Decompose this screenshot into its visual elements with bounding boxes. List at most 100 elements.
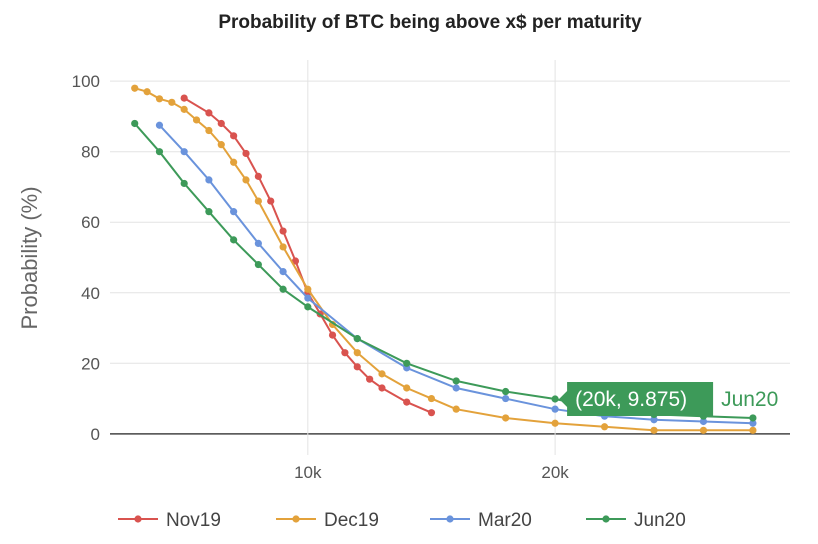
- data-point[interactable]: [502, 394, 510, 403]
- data-point[interactable]: [143, 88, 151, 96]
- data-point[interactable]: [403, 359, 411, 367]
- plot-area[interactable]: [131, 84, 757, 434]
- data-point[interactable]: [551, 395, 559, 403]
- data-point[interactable]: [403, 398, 411, 406]
- data-point[interactable]: [291, 257, 300, 265]
- data-point[interactable]: [131, 119, 139, 128]
- data-point[interactable]: [304, 303, 312, 311]
- chart-title: Probability of BTC being above x$ per ma…: [218, 12, 642, 33]
- data-point[interactable]: [254, 197, 262, 205]
- data-point[interactable]: [650, 416, 658, 424]
- data-point[interactable]: [403, 384, 411, 392]
- data-point[interactable]: [353, 363, 361, 371]
- data-point[interactable]: [749, 414, 757, 422]
- data-point[interactable]: [304, 294, 312, 302]
- data-point[interactable]: [353, 349, 361, 357]
- data-point[interactable]: [279, 243, 287, 251]
- data-point[interactable]: [155, 95, 164, 103]
- data-point[interactable]: [353, 335, 361, 343]
- series-line: [133, 122, 753, 419]
- data-point[interactable]: [155, 121, 164, 129]
- data-point[interactable]: [230, 236, 238, 244]
- data-point[interactable]: [452, 405, 460, 413]
- data-point[interactable]: [279, 227, 287, 235]
- series-dec19[interactable]: [131, 84, 757, 434]
- data-point[interactable]: [551, 419, 559, 427]
- series-jun20[interactable]: [131, 119, 757, 422]
- grid: [110, 60, 790, 455]
- legend-item-nov19[interactable]: Nov19: [118, 510, 221, 531]
- legend-label: Dec19: [324, 510, 379, 531]
- data-point[interactable]: [699, 417, 708, 426]
- data-point[interactable]: [230, 208, 238, 216]
- data-point[interactable]: [600, 423, 609, 431]
- data-point[interactable]: [242, 149, 250, 158]
- y-tick-label: 80: [81, 143, 100, 162]
- data-point[interactable]: [205, 208, 213, 216]
- data-point[interactable]: [180, 148, 188, 156]
- legend-label: Nov19: [166, 510, 221, 531]
- data-point[interactable]: [254, 239, 262, 247]
- data-point[interactable]: [502, 387, 510, 396]
- data-point[interactable]: [328, 331, 337, 339]
- data-point[interactable]: [131, 84, 139, 92]
- data-point[interactable]: [192, 116, 201, 124]
- tooltip-box: [559, 382, 714, 417]
- x-tick-label: 10k: [294, 463, 322, 482]
- data-point[interactable]: [452, 377, 460, 385]
- data-point[interactable]: [168, 98, 176, 106]
- data-point[interactable]: [205, 126, 213, 135]
- data-point[interactable]: [650, 426, 658, 434]
- data-point[interactable]: [230, 132, 238, 140]
- data-point[interactable]: [205, 176, 213, 184]
- series-line: [158, 124, 753, 425]
- y-axis-label: Probability (%): [17, 186, 42, 329]
- data-point[interactable]: [341, 349, 349, 357]
- tooltip-series-name: Jun20: [721, 388, 778, 411]
- data-point[interactable]: [279, 268, 287, 276]
- data-point[interactable]: [254, 260, 262, 269]
- series-line: [134, 87, 753, 432]
- legend-label: Mar20: [478, 510, 532, 531]
- legend-label: Jun20: [634, 510, 686, 531]
- legend-marker: [134, 515, 142, 523]
- data-point[interactable]: [427, 409, 436, 417]
- data-point[interactable]: [254, 172, 262, 180]
- legend-marker: [292, 515, 300, 523]
- y-ticks: 0 20 40 60 80 100: [72, 72, 100, 444]
- y-tick-label: 0: [91, 425, 100, 444]
- data-point[interactable]: [304, 285, 312, 293]
- data-point[interactable]: [155, 148, 164, 156]
- data-point[interactable]: [180, 105, 188, 113]
- data-point[interactable]: [279, 285, 287, 293]
- legend-item-dec19[interactable]: Dec19: [276, 510, 379, 531]
- data-point[interactable]: [378, 384, 386, 392]
- legend[interactable]: Nov19 Dec19 Mar20 Jun20: [118, 510, 686, 531]
- data-point[interactable]: [242, 176, 250, 184]
- y-tick-label: 60: [81, 213, 100, 232]
- legend-marker: [446, 515, 454, 523]
- data-point[interactable]: [452, 384, 460, 392]
- data-point[interactable]: [180, 179, 188, 188]
- data-point[interactable]: [502, 414, 510, 422]
- legend-item-jun20[interactable]: Jun20: [586, 510, 686, 531]
- data-point[interactable]: [205, 109, 213, 117]
- data-point[interactable]: [366, 375, 374, 383]
- legend-marker: [602, 515, 610, 523]
- data-point[interactable]: [699, 426, 708, 434]
- data-point[interactable]: [749, 419, 757, 427]
- data-point[interactable]: [267, 197, 275, 205]
- data-point[interactable]: [749, 426, 757, 434]
- x-tick-label: 20k: [541, 463, 569, 482]
- data-point[interactable]: [230, 158, 238, 166]
- data-point[interactable]: [378, 370, 386, 378]
- data-point[interactable]: [180, 94, 188, 102]
- data-point[interactable]: [551, 405, 559, 413]
- data-point[interactable]: [217, 119, 225, 128]
- series-mar20[interactable]: [155, 121, 757, 427]
- y-tick-label: 40: [81, 284, 100, 303]
- hover-tooltip: (20k, 9.875) Jun20: [559, 382, 778, 417]
- legend-item-mar20[interactable]: Mar20: [430, 510, 532, 531]
- data-point[interactable]: [217, 141, 225, 149]
- data-point[interactable]: [427, 394, 436, 403]
